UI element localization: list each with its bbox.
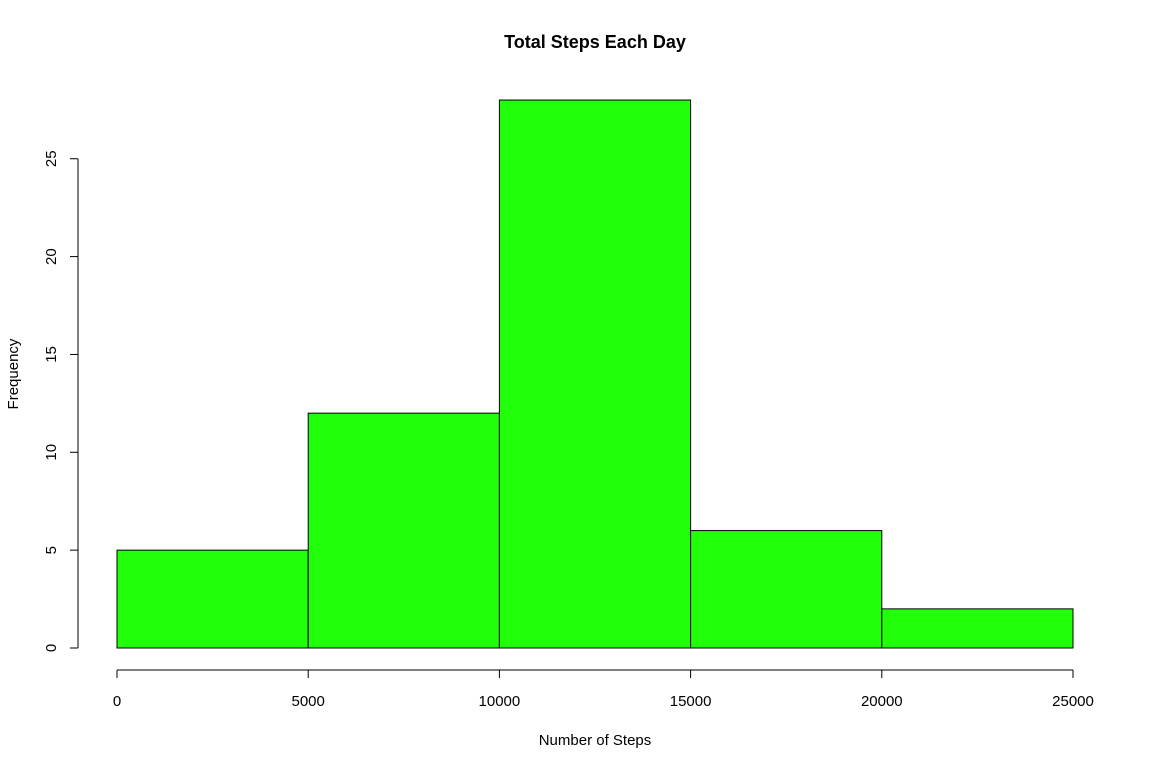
x-tick-label-1: 5000 bbox=[292, 693, 325, 710]
x-tick-label-0: 0 bbox=[113, 693, 121, 710]
chart-title: Total Steps Each Day bbox=[504, 32, 686, 52]
y-tick-label-1: 5 bbox=[43, 546, 60, 554]
histogram-bar-0 bbox=[116, 549, 309, 649]
histogram-bar-3 bbox=[690, 530, 883, 649]
x-tick-label-3: 15000 bbox=[670, 693, 712, 710]
bars-group bbox=[116, 99, 1074, 649]
y-tick-label-4: 20 bbox=[43, 248, 60, 265]
x-tick-label-4: 20000 bbox=[861, 693, 903, 710]
y-tick-label-5: 25 bbox=[43, 150, 60, 167]
x-tick-label-5: 25000 bbox=[1052, 693, 1094, 710]
x-axis: 0 5000 10000 15000 20000 25000 bbox=[113, 669, 1094, 710]
y-axis: 0 5 10 15 20 25 bbox=[43, 150, 79, 652]
y-tick-label-0: 0 bbox=[43, 644, 60, 652]
histogram-bar-4 bbox=[881, 608, 1074, 649]
y-axis-label: Frequency bbox=[5, 338, 22, 409]
x-tick-label-2: 10000 bbox=[479, 693, 521, 710]
y-tick-label-2: 10 bbox=[43, 444, 60, 461]
y-tick-label-3: 15 bbox=[43, 346, 60, 363]
x-axis-label: Number of Steps bbox=[539, 732, 652, 749]
histogram-bar-2 bbox=[498, 99, 692, 649]
histogram-bar-1 bbox=[307, 412, 500, 649]
